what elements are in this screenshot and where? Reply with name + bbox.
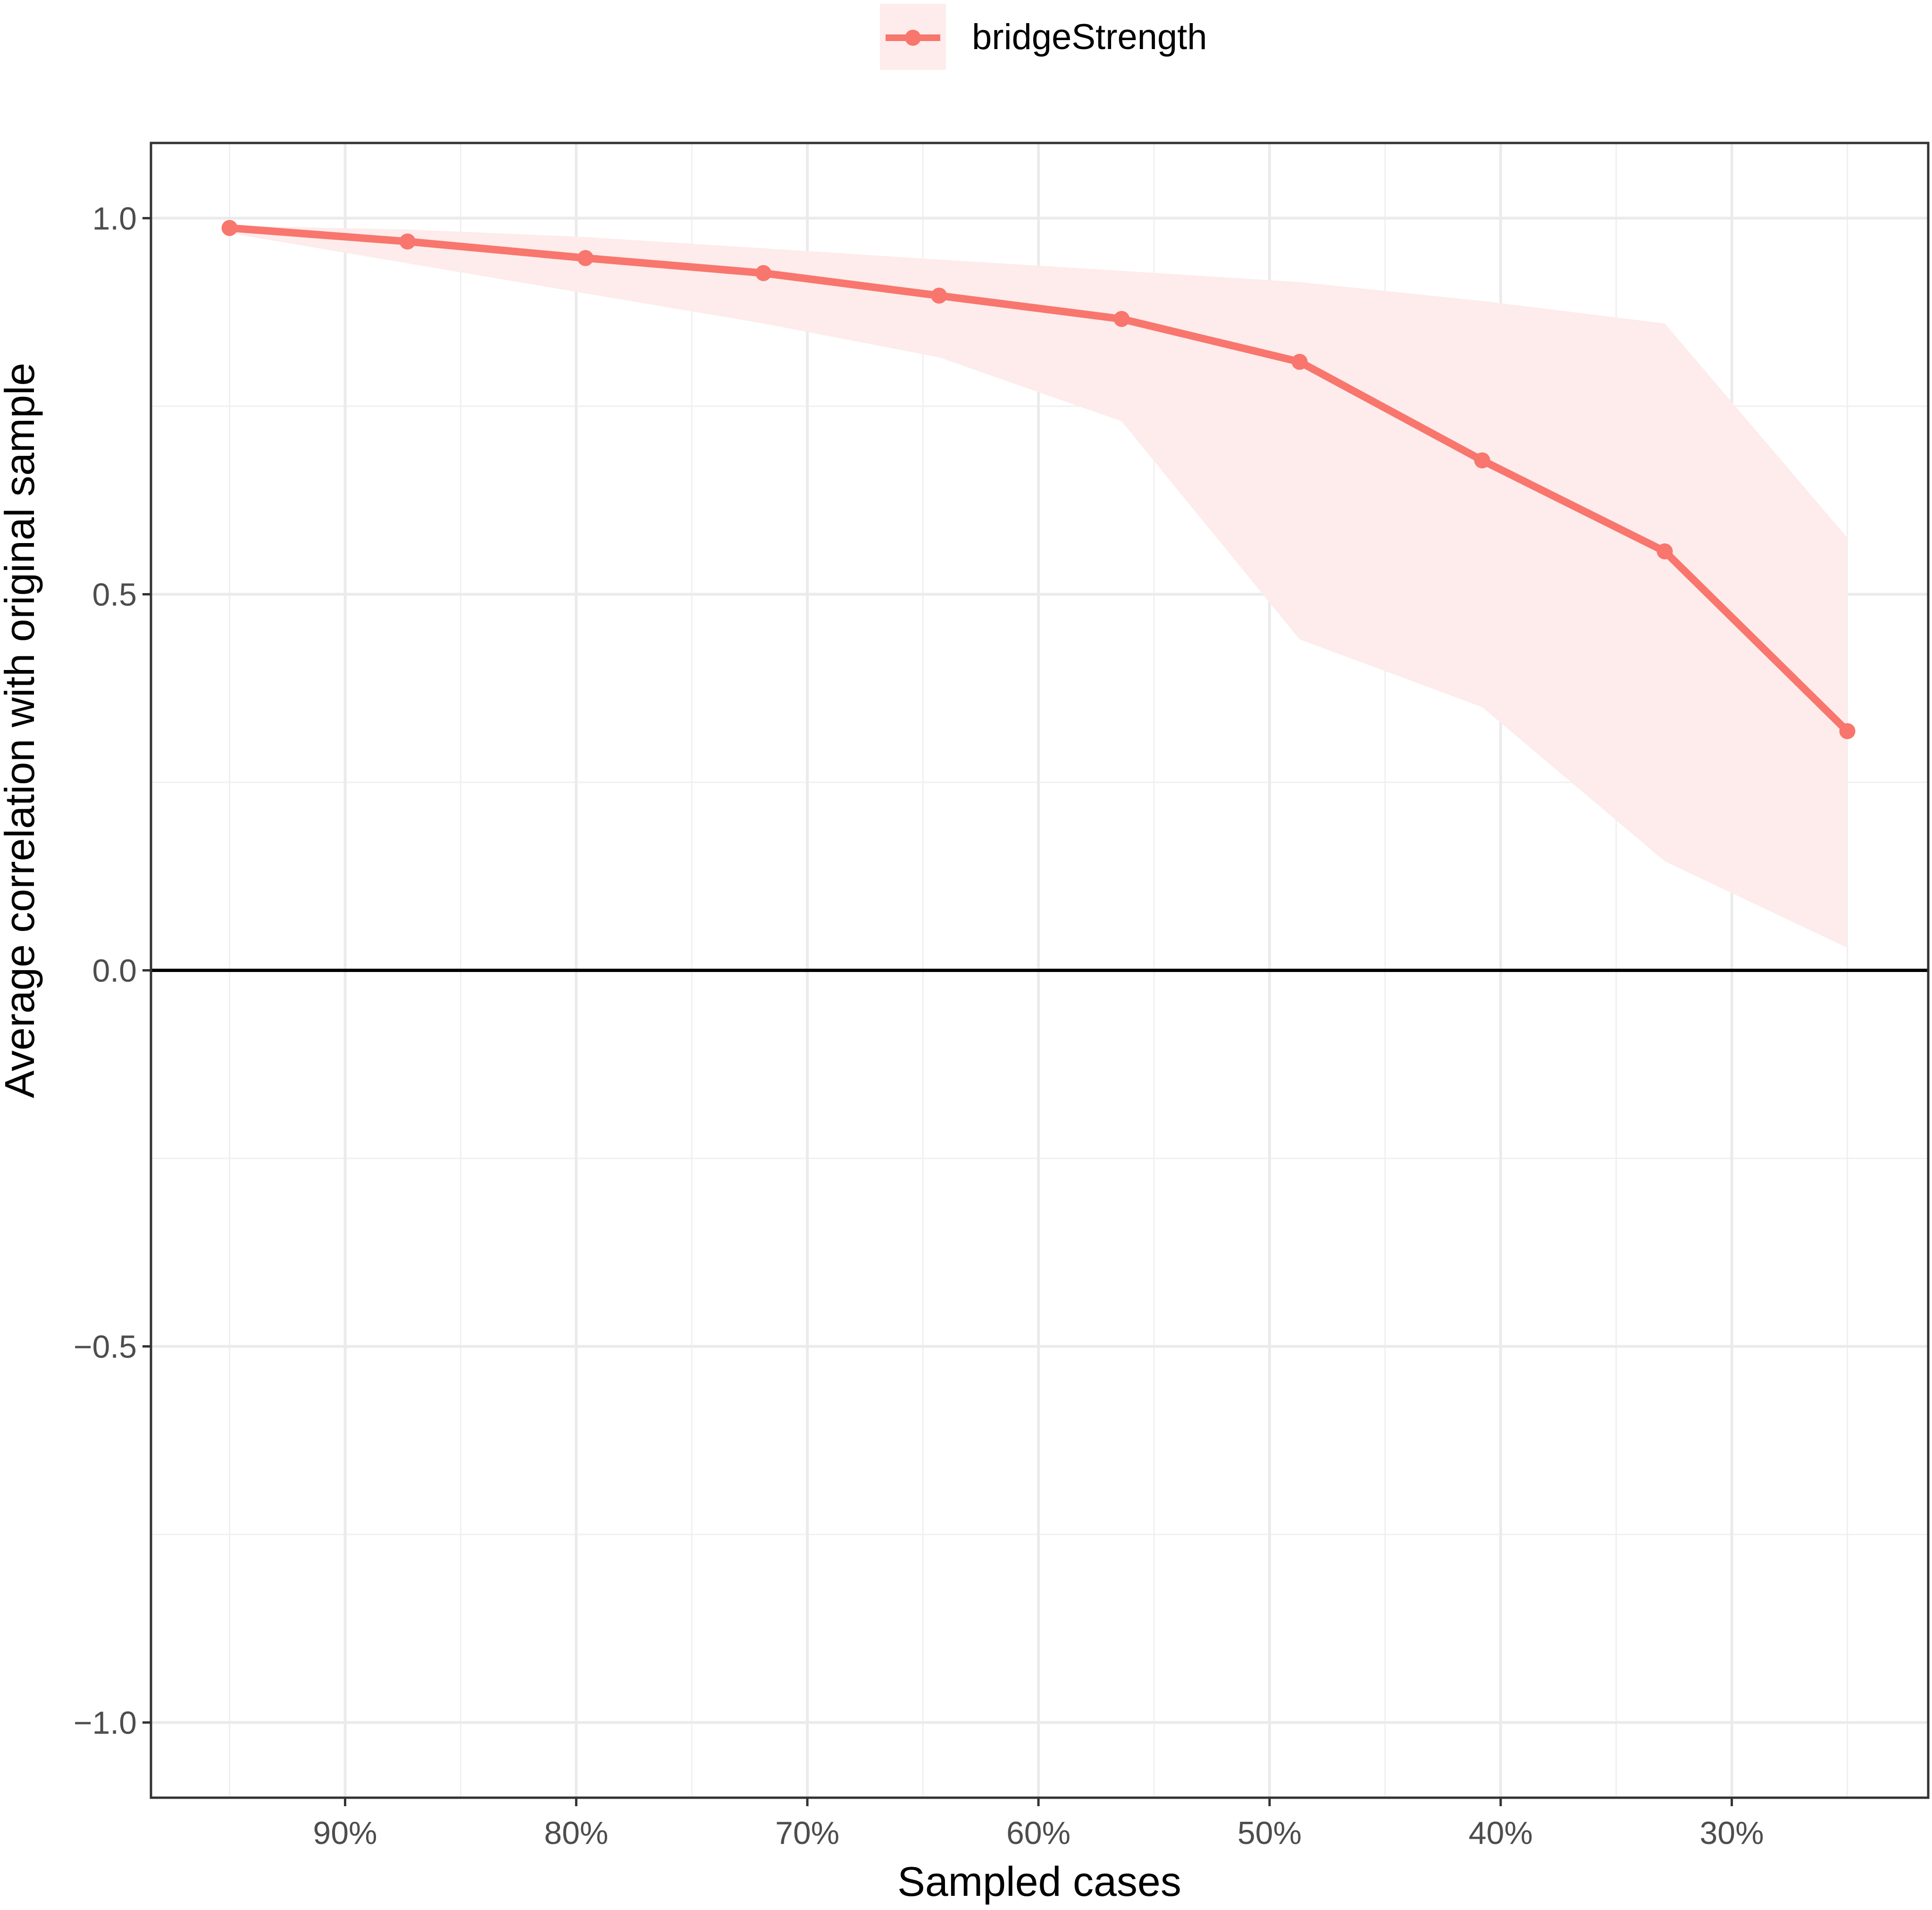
data-point	[399, 233, 416, 250]
data-point	[755, 265, 772, 281]
data-point	[1656, 543, 1673, 560]
x-axis-title: Sampled cases	[897, 1858, 1181, 1905]
x-tick-label: 80%	[544, 1815, 608, 1851]
data-point	[1113, 311, 1130, 327]
legend-key-point	[905, 30, 921, 46]
plot-panel	[150, 142, 1930, 1799]
x-tick-label: 40%	[1469, 1815, 1533, 1851]
confidence-band	[229, 226, 1848, 948]
series-layer	[221, 220, 1856, 739]
data-point	[931, 287, 947, 304]
data-point	[221, 220, 238, 236]
y-tick-label: 0.0	[92, 953, 137, 989]
y-axis-title: Average correlation with original sample	[0, 363, 43, 1098]
y-tick-label: −0.5	[74, 1329, 137, 1365]
series-line	[226, 224, 1851, 735]
y-tick-label: −1.0	[74, 1705, 137, 1741]
x-tick-label: 70%	[775, 1815, 839, 1851]
legend: bridgeStrength	[880, 4, 1207, 70]
x-tick-label: 60%	[1006, 1815, 1071, 1851]
data-point	[577, 250, 594, 266]
x-axis: 90% 80% 70% 60% 50% 40% 30%	[313, 1798, 1764, 1851]
data-point	[1839, 723, 1856, 739]
y-axis: 1.0 0.5 0.0 −0.5 −1.0	[74, 201, 151, 1741]
x-tick-label: 90%	[313, 1815, 377, 1851]
confidence-band-layer	[229, 226, 1848, 948]
x-tick-label: 30%	[1700, 1815, 1764, 1851]
y-tick-label: 1.0	[92, 201, 137, 236]
data-point	[1291, 353, 1308, 370]
data-point	[1474, 452, 1490, 469]
legend-label: bridgeStrength	[972, 17, 1207, 57]
y-tick-label: 0.5	[92, 577, 137, 612]
x-tick-label: 50%	[1238, 1815, 1302, 1851]
